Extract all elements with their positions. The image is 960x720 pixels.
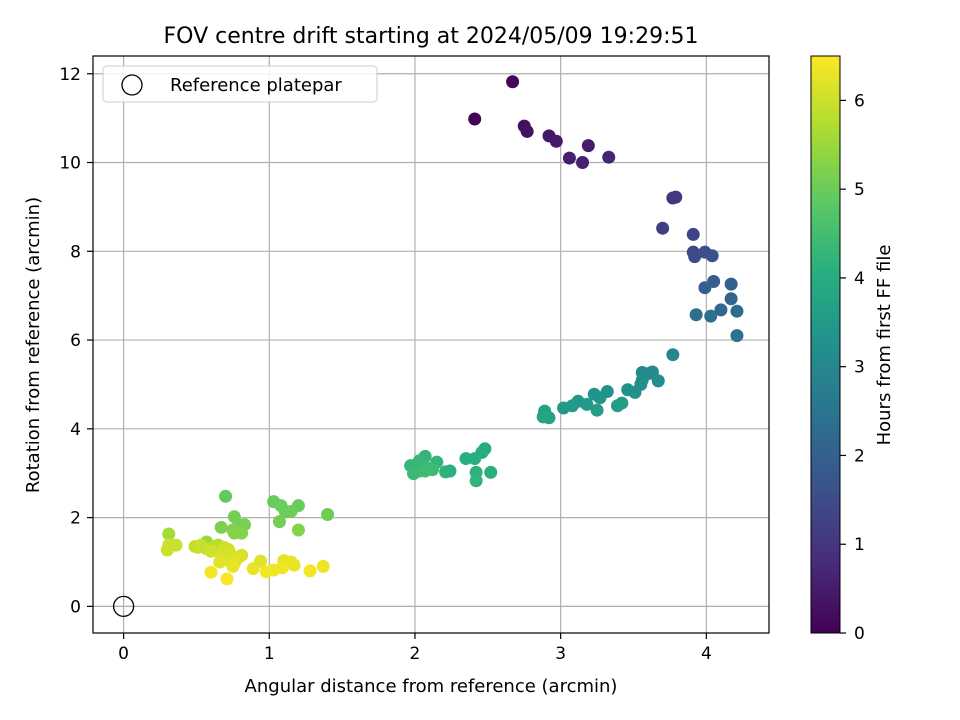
data-point bbox=[303, 564, 317, 578]
data-points bbox=[160, 75, 744, 586]
data-point bbox=[666, 348, 680, 362]
data-point bbox=[602, 150, 616, 164]
legend-marker-icon bbox=[121, 74, 143, 96]
colorbar-tick-label: 5 bbox=[854, 180, 865, 200]
data-point bbox=[580, 397, 594, 411]
data-point bbox=[686, 227, 700, 241]
data-point bbox=[272, 515, 286, 529]
data-point bbox=[418, 464, 432, 478]
data-point bbox=[651, 374, 665, 388]
colorbar-tick-label: 2 bbox=[854, 446, 865, 466]
colorbar-tick-label: 1 bbox=[854, 535, 865, 555]
data-point bbox=[194, 538, 208, 552]
x-axis-label: Angular distance from reference (arcmin) bbox=[245, 676, 618, 697]
data-point bbox=[407, 467, 421, 481]
data-point bbox=[698, 281, 712, 295]
data-point bbox=[576, 156, 590, 170]
data-point bbox=[213, 555, 227, 569]
data-point bbox=[227, 526, 241, 540]
data-point bbox=[520, 124, 534, 138]
data-point bbox=[439, 465, 453, 479]
data-point bbox=[162, 527, 176, 541]
y-axis-label: Rotation from reference (arcmin) bbox=[23, 197, 44, 493]
data-point bbox=[214, 520, 228, 534]
x-tick-label: 2 bbox=[410, 644, 421, 664]
data-point bbox=[226, 559, 240, 573]
y-tick-label: 0 bbox=[70, 597, 81, 617]
data-point bbox=[316, 559, 330, 573]
colorbar-tick-label: 4 bbox=[854, 269, 865, 289]
data-point bbox=[593, 391, 607, 405]
data-point bbox=[321, 507, 335, 521]
data-point bbox=[469, 474, 483, 488]
colorbar-label: Hours from first FF file bbox=[874, 245, 895, 446]
data-point bbox=[259, 565, 273, 579]
chart-title: FOV centre drift starting at 2024/05/09 … bbox=[164, 24, 699, 49]
data-point bbox=[287, 558, 301, 572]
legend-box bbox=[102, 65, 378, 103]
data-point bbox=[549, 134, 563, 148]
data-point bbox=[204, 565, 218, 579]
data-point bbox=[656, 221, 670, 235]
x-tick-label: 1 bbox=[264, 644, 275, 664]
data-point bbox=[705, 249, 719, 263]
data-point bbox=[730, 329, 744, 343]
y-tick-label: 12 bbox=[59, 65, 81, 85]
plot-frame bbox=[92, 55, 770, 634]
data-point bbox=[689, 308, 703, 322]
data-point bbox=[581, 139, 595, 153]
x-axis-ticks: 0 1 2 3 4 bbox=[118, 633, 712, 664]
data-point bbox=[468, 112, 482, 126]
y-tick-label: 2 bbox=[70, 509, 81, 529]
data-point bbox=[219, 489, 233, 503]
data-point bbox=[246, 562, 260, 576]
x-tick-label: 4 bbox=[701, 644, 712, 664]
data-point bbox=[669, 190, 683, 204]
data-point bbox=[506, 75, 520, 89]
data-point bbox=[459, 452, 473, 466]
data-point bbox=[562, 151, 576, 165]
colorbar-tick-label: 6 bbox=[854, 91, 865, 111]
reference-marker bbox=[112, 595, 135, 618]
data-point bbox=[714, 303, 728, 317]
colorbar-tick-label: 0 bbox=[854, 624, 865, 644]
grid-lines bbox=[93, 56, 769, 633]
data-point bbox=[724, 292, 738, 306]
data-point bbox=[484, 465, 498, 479]
legend-entry: Reference platepar bbox=[170, 75, 342, 96]
legend: Reference platepar bbox=[102, 65, 378, 103]
data-point bbox=[536, 410, 550, 424]
y-tick-label: 10 bbox=[59, 154, 81, 174]
data-point bbox=[291, 523, 305, 537]
colorbar-gradient bbox=[810, 55, 841, 634]
x-tick-label: 0 bbox=[118, 644, 129, 664]
y-tick-label: 6 bbox=[70, 331, 81, 351]
data-point bbox=[590, 403, 604, 417]
data-point bbox=[284, 504, 298, 518]
data-point bbox=[628, 385, 642, 399]
data-point bbox=[160, 543, 174, 557]
x-tick-label: 3 bbox=[555, 644, 566, 664]
colorbar-ticks: 0 1 2 3 4 5 6 bbox=[840, 91, 865, 644]
data-point bbox=[220, 572, 234, 586]
data-point bbox=[730, 304, 744, 318]
data-point bbox=[704, 309, 718, 323]
data-point bbox=[204, 544, 218, 558]
data-point bbox=[724, 277, 738, 291]
data-point bbox=[615, 396, 629, 410]
y-axis-ticks: 0 2 4 6 8 10 12 bbox=[59, 65, 93, 617]
y-tick-label: 4 bbox=[70, 420, 81, 440]
data-point bbox=[688, 250, 702, 264]
y-tick-label: 8 bbox=[70, 242, 81, 262]
colorbar: 0 1 2 3 4 5 6 Hours from first FF file bbox=[810, 55, 895, 644]
reference-platepar-point bbox=[112, 595, 135, 618]
data-point bbox=[557, 401, 571, 415]
colorbar-tick-label: 3 bbox=[854, 358, 865, 378]
